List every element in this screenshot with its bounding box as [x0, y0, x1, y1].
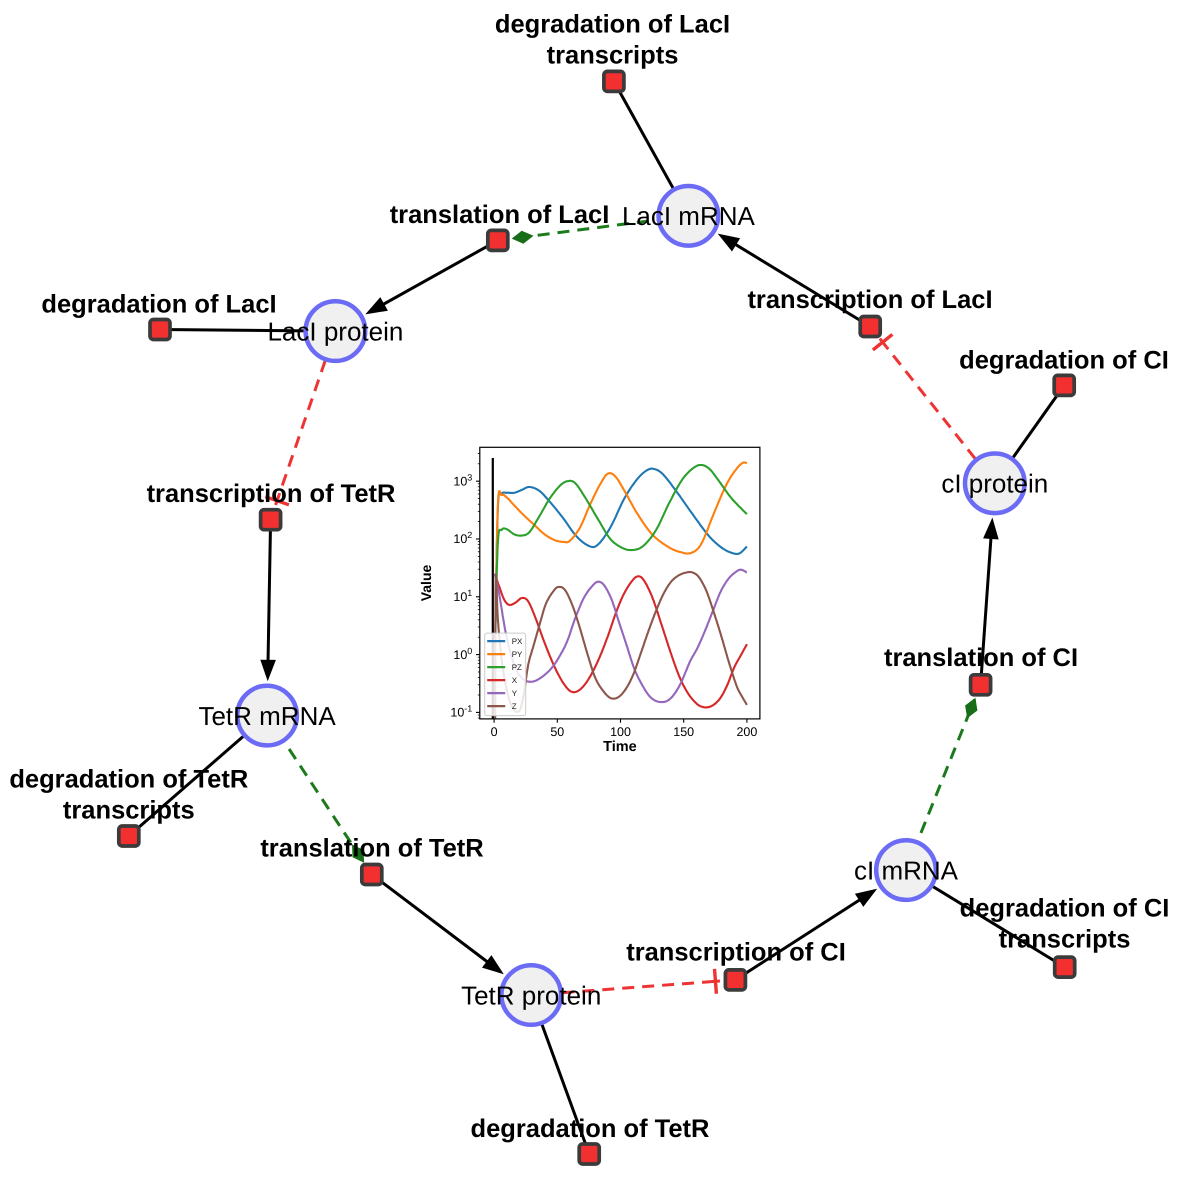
svg-text:X: X [512, 676, 518, 685]
svg-text:PZ: PZ [512, 663, 522, 672]
svg-text:transcripts: transcripts [63, 797, 195, 825]
svg-text:200: 200 [736, 725, 757, 739]
svg-text:Z: Z [512, 702, 517, 711]
svg-text:transcripts: transcripts [547, 42, 679, 70]
svg-text:50: 50 [550, 725, 564, 739]
svg-text:cI mRNA: cI mRNA [854, 855, 959, 885]
svg-text:Value: Value [418, 565, 434, 602]
svg-text:translation of TetR: translation of TetR [260, 835, 483, 863]
svg-text:cI protein: cI protein [941, 469, 1048, 499]
svg-text:degradation of TetR: degradation of TetR [471, 1115, 710, 1143]
svg-text:150: 150 [673, 725, 694, 739]
svg-text:degradation of TetR: degradation of TetR [9, 766, 248, 794]
svg-text:101: 101 [453, 588, 472, 604]
svg-text:translation of LacI: translation of LacI [390, 201, 610, 229]
svg-text:100: 100 [453, 646, 472, 662]
svg-text:LacI mRNA: LacI mRNA [622, 201, 756, 231]
svg-text:degradation of LacI: degradation of LacI [41, 290, 276, 318]
svg-text:degradation of CI: degradation of CI [960, 895, 1170, 923]
svg-text:PY: PY [512, 650, 523, 659]
svg-text:Time: Time [603, 739, 637, 755]
svg-text:LacI protein: LacI protein [267, 316, 403, 346]
svg-text:transcripts: transcripts [999, 926, 1131, 954]
svg-text:TetR protein: TetR protein [461, 980, 601, 1010]
svg-text:translation of CI: translation of CI [884, 644, 1078, 672]
svg-text:103: 103 [453, 472, 472, 488]
svg-text:TetR mRNA: TetR mRNA [198, 701, 336, 731]
svg-text:100: 100 [610, 725, 631, 739]
svg-text:degradation of LacI: degradation of LacI [495, 11, 730, 39]
svg-text:degradation of CI: degradation of CI [959, 347, 1169, 375]
svg-text:102: 102 [453, 530, 472, 546]
svg-text:10-1: 10-1 [450, 704, 472, 720]
svg-text:Y: Y [512, 689, 518, 698]
svg-text:transcription of LacI: transcription of LacI [747, 286, 992, 314]
svg-text:PX: PX [512, 637, 523, 646]
svg-text:0: 0 [491, 725, 498, 739]
svg-text:transcription of TetR: transcription of TetR [147, 480, 396, 508]
svg-text:transcription of CI: transcription of CI [626, 939, 846, 967]
